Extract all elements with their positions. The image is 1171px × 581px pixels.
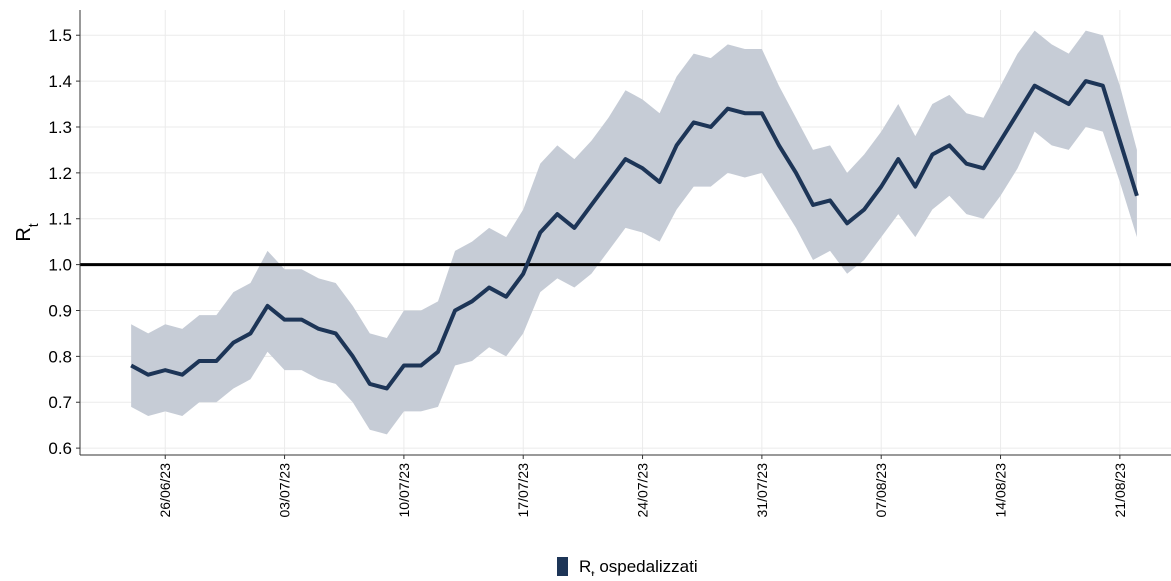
x-tick-label: 03/07/23 xyxy=(277,463,293,518)
y-axis-label: Rt xyxy=(13,223,41,241)
y-tick-label: 1.3 xyxy=(48,118,72,137)
x-tick-label: 17/07/23 xyxy=(515,463,531,518)
x-tick-label: 07/08/23 xyxy=(873,463,889,518)
y-tick-label: 1.0 xyxy=(48,256,72,275)
y-tick-label: 0.8 xyxy=(48,347,72,366)
y-tick-label: 0.6 xyxy=(48,439,72,458)
x-tick-label: 14/08/23 xyxy=(993,463,1009,518)
y-tick-label: 1.1 xyxy=(48,210,72,229)
y-tick-label: 0.9 xyxy=(48,301,72,320)
confidence-band xyxy=(131,30,1137,435)
x-tick-label: 24/07/23 xyxy=(635,463,651,518)
y-tick-label: 1.2 xyxy=(48,164,72,183)
legend-swatch xyxy=(557,557,568,576)
legend-label: Rt ospedalizzati xyxy=(579,557,698,576)
y-tick-label: 1.5 xyxy=(48,26,72,45)
x-tick-label: 31/07/23 xyxy=(754,463,770,518)
y-tick-label: 0.7 xyxy=(48,393,72,412)
line xyxy=(130,79,1139,391)
x-tick-label: 10/07/23 xyxy=(396,463,412,518)
x-tick-label: 26/06/23 xyxy=(157,463,173,518)
x-tick-label: 21/08/23 xyxy=(1112,463,1128,518)
y-tick-label: 1.4 xyxy=(48,72,72,91)
